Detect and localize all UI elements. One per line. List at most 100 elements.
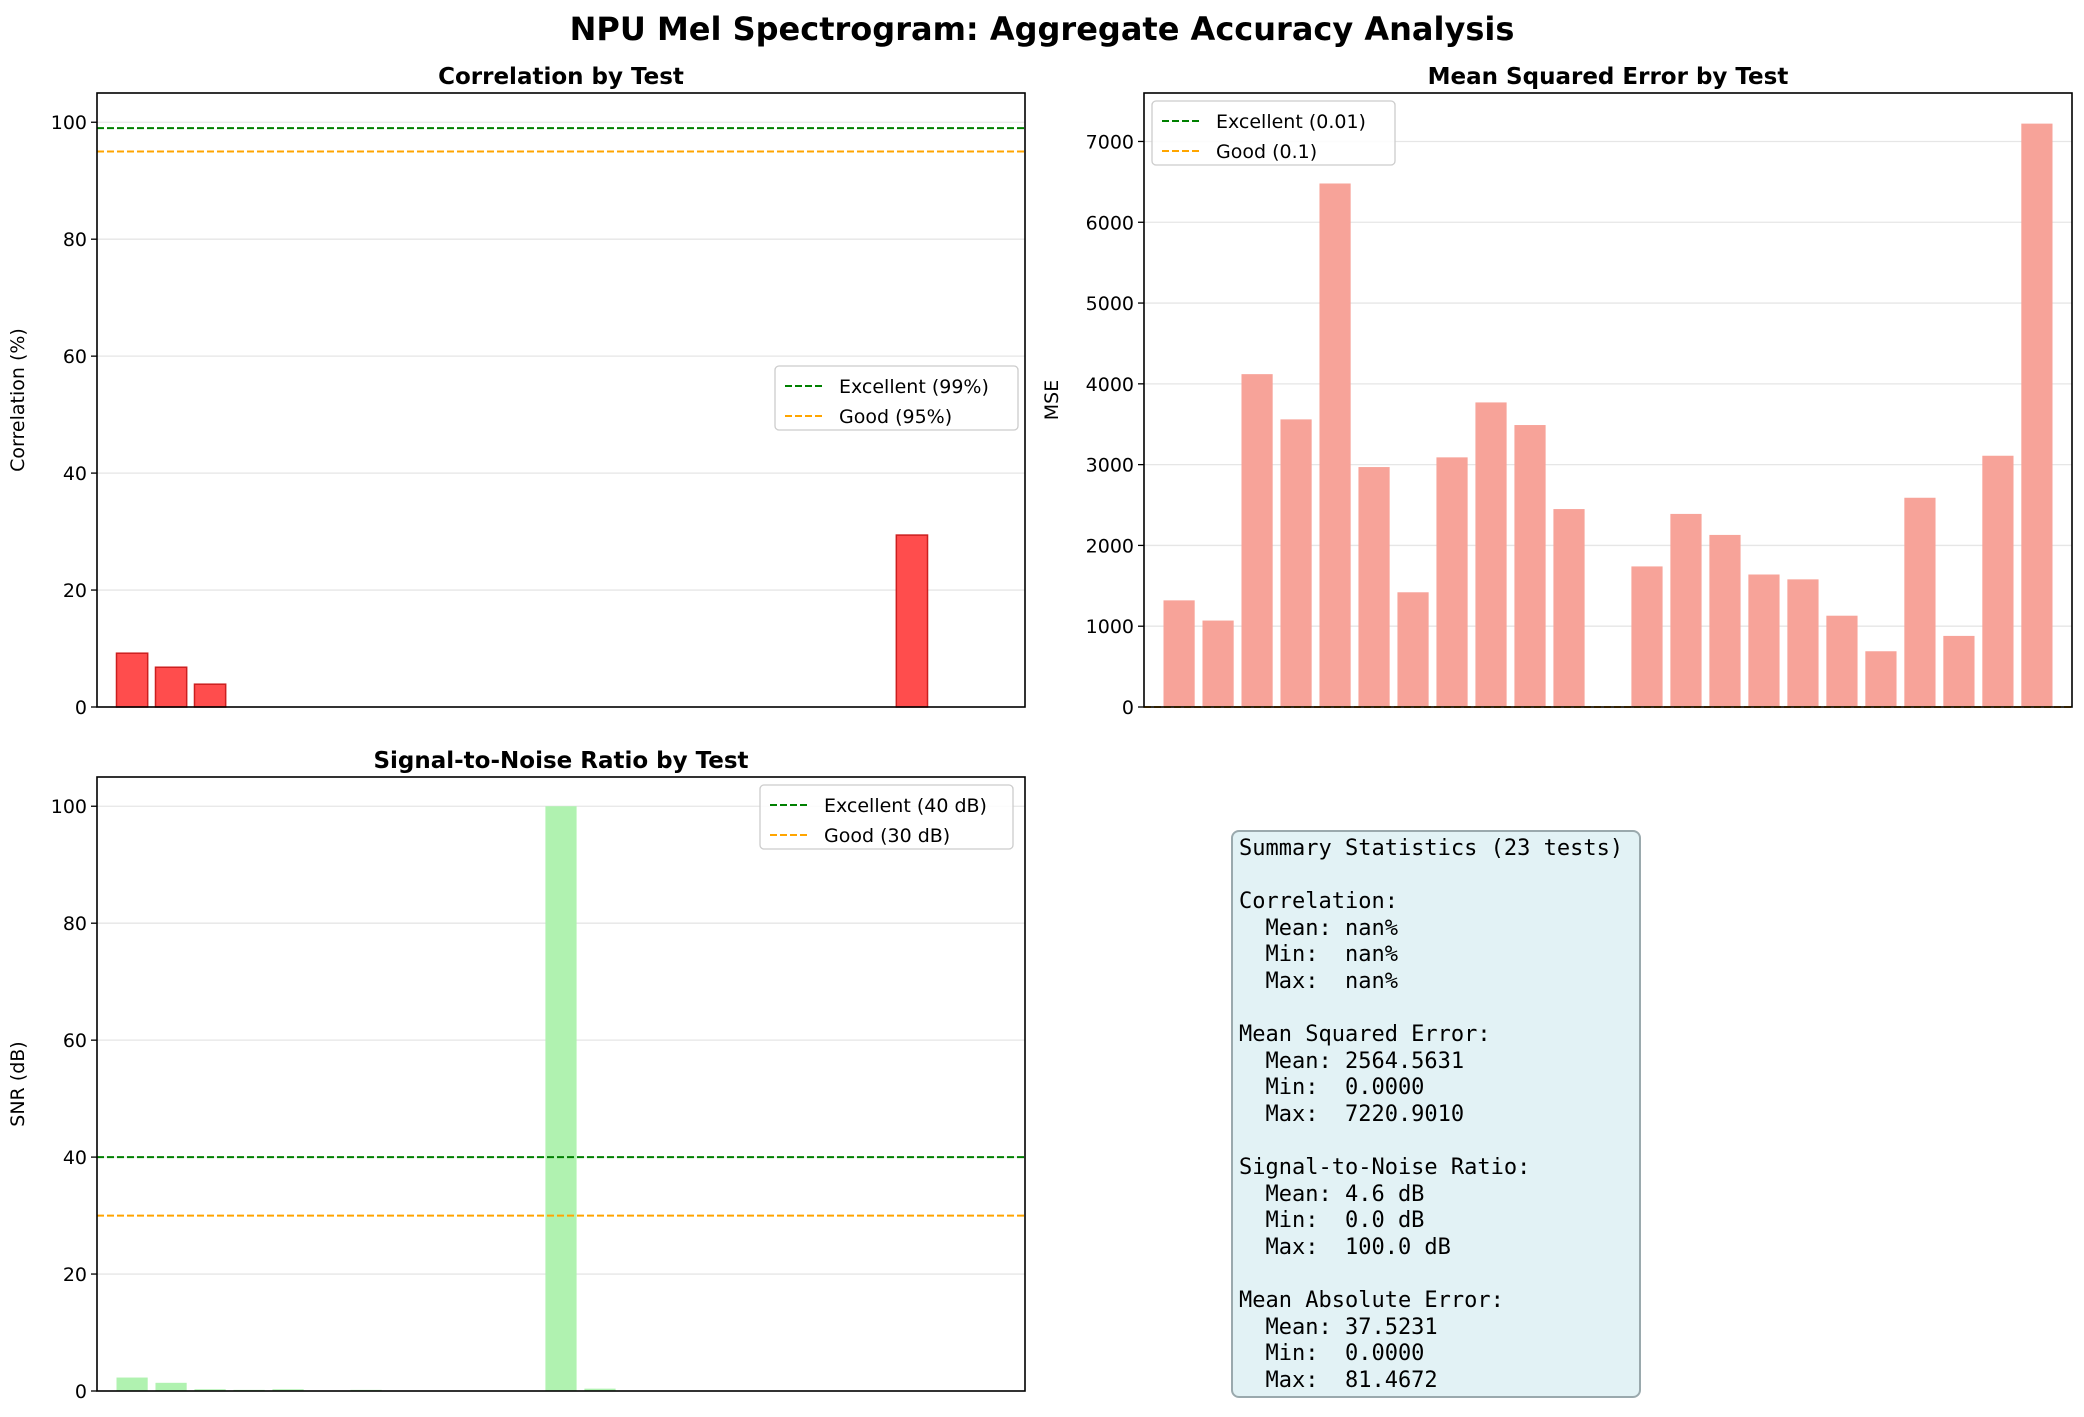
summary-line: Min: nan%: [1239, 942, 1398, 968]
figure-title: NPU Mel Spectrogram: Aggregate Accuracy …: [570, 10, 1515, 48]
legend-label: Good (0.1): [1216, 141, 1317, 163]
legend-box: [759, 784, 1014, 850]
bar: [2021, 123, 2053, 708]
axes-frame: [96, 92, 1026, 708]
summary-line: Max: 81.4672: [1239, 1367, 1438, 1393]
legend: Excellent (40 dB) Good (30 dB): [759, 784, 1014, 850]
chart-panel-3: 0 20 40 60 80 100 Signal-to-Noise Ratio by Tes…: [7, 748, 1026, 1403]
y-axis-label: SNR (dB): [7, 1041, 29, 1126]
bar: [1358, 467, 1390, 707]
y-tick-label: 80: [63, 913, 87, 935]
chart-title: Signal-to-Noise Ratio by Test: [373, 748, 748, 774]
axes-frame: [96, 776, 1026, 1392]
summary-line: Mean: 4.6 dB: [1239, 1181, 1425, 1207]
summary-line: [1239, 1129, 1633, 1156]
summary-line: Min: 0.0 dB: [1239, 1208, 1425, 1234]
summary-line: Mean Absolute Error:: [1239, 1288, 1504, 1314]
bar: [584, 1388, 616, 1391]
bar: [194, 1389, 226, 1391]
bar: [272, 1389, 304, 1391]
y-tick-label: 5000: [1086, 293, 1134, 315]
bar: [1631, 566, 1663, 707]
summary-line: Max: nan%: [1239, 968, 1398, 994]
legend: Excellent (0.01) Good (0.1): [1151, 100, 1396, 166]
summary-line: Max: 100.0 dB: [1239, 1234, 1451, 1260]
bar: [545, 806, 577, 1391]
bar: [1436, 457, 1468, 707]
legend-label: Excellent (99%): [839, 376, 989, 398]
y-axis-label: Correlation (%): [7, 328, 29, 472]
summary-line: Correlation:: [1239, 889, 1398, 915]
y-tick-label: 3000: [1086, 455, 1134, 477]
y-tick-label: 100: [51, 112, 87, 134]
bar: [1397, 592, 1429, 707]
bar: [1319, 183, 1351, 708]
summary-line: Mean: 37.5231: [1239, 1314, 1438, 1340]
bar: [154, 666, 188, 708]
chart-panel-1: 0 20 40 60 80 100 Correlation by Test Correlati…: [7, 64, 1026, 719]
summary-line: Mean: 2564.5631: [1239, 1048, 1465, 1074]
bar: [1787, 579, 1819, 707]
y-tick-label: 80: [63, 229, 87, 251]
legend-label: Excellent (0.01): [1216, 111, 1366, 133]
bar: [1826, 615, 1858, 707]
bar: [1163, 600, 1195, 707]
bar: [1943, 635, 1975, 707]
bar: [1202, 620, 1234, 707]
legend-box: [1151, 100, 1396, 166]
chart-panel-2: 0 1000 2000 3000 4000 5000 6000 7000 Mean Square…: [1041, 64, 2073, 719]
y-tick-label: 40: [63, 463, 87, 485]
summary-line: Min: 0.0000: [1239, 1341, 1425, 1367]
y-tick-label: 2000: [1086, 535, 1134, 557]
summary-line: Summary Statistics (23 tests): [1239, 836, 1624, 861]
bar: [1280, 419, 1312, 707]
y-tick-label: 40: [63, 1147, 87, 1169]
legend-label: Good (95%): [839, 406, 952, 428]
bar: [1709, 534, 1741, 707]
y-tick-label: 0: [75, 697, 87, 719]
bar: [1982, 455, 2014, 707]
bar: [1241, 374, 1273, 707]
bar: [115, 652, 149, 708]
summary-statistics-box: Summary Statistics (23 tests) Correlation…: [1231, 830, 1641, 1398]
summary-line: Mean Squared Error:: [1239, 1022, 1491, 1048]
y-tick-label: 60: [63, 346, 87, 368]
bar: [1670, 513, 1702, 707]
summary-line: Min: 0.0000: [1239, 1075, 1425, 1101]
y-tick-label: 4000: [1086, 374, 1134, 396]
chart-title: Correlation by Test: [438, 64, 684, 90]
y-tick-label: 20: [63, 1264, 87, 1286]
summary-line: Signal-to-Noise Ratio:: [1239, 1155, 1531, 1181]
summary-line: Max: 7220.9010: [1239, 1101, 1465, 1127]
bar: [116, 1377, 148, 1391]
y-tick-label: 7000: [1086, 131, 1134, 153]
summary-statistics-lines: Summary Statistics (23 tests) Correlation…: [1239, 836, 1633, 1394]
bar: [1865, 651, 1897, 707]
bar: [1475, 402, 1507, 707]
chart-title: Mean Squared Error by Test: [1428, 64, 1789, 90]
y-tick-label: 100: [51, 796, 87, 818]
summary-line: [1239, 996, 1633, 1023]
legend-label: Excellent (40 dB): [824, 795, 987, 817]
legend-box: [774, 365, 1019, 431]
summary-line: Mean: nan%: [1239, 915, 1398, 941]
legend: Excellent (99%) Good (95%): [774, 365, 1019, 431]
axes-frame: [1143, 92, 2073, 708]
bar: [1553, 509, 1585, 707]
bar: [193, 683, 227, 708]
y-tick-label: 60: [63, 1030, 87, 1052]
bar: [155, 1382, 187, 1391]
bar: [1514, 425, 1546, 707]
y-tick-label: 0: [75, 1381, 87, 1403]
y-tick-label: 1000: [1086, 616, 1134, 638]
bar: [1904, 497, 1936, 707]
y-tick-label: 20: [63, 580, 87, 602]
summary-line: [1239, 1262, 1633, 1289]
y-tick-label: 6000: [1086, 212, 1134, 234]
summary-line: [1239, 863, 1633, 890]
legend-label: Good (30 dB): [824, 825, 950, 847]
bar: [1748, 574, 1780, 707]
bar: [895, 534, 929, 708]
y-tick-label: 0: [1122, 697, 1134, 719]
